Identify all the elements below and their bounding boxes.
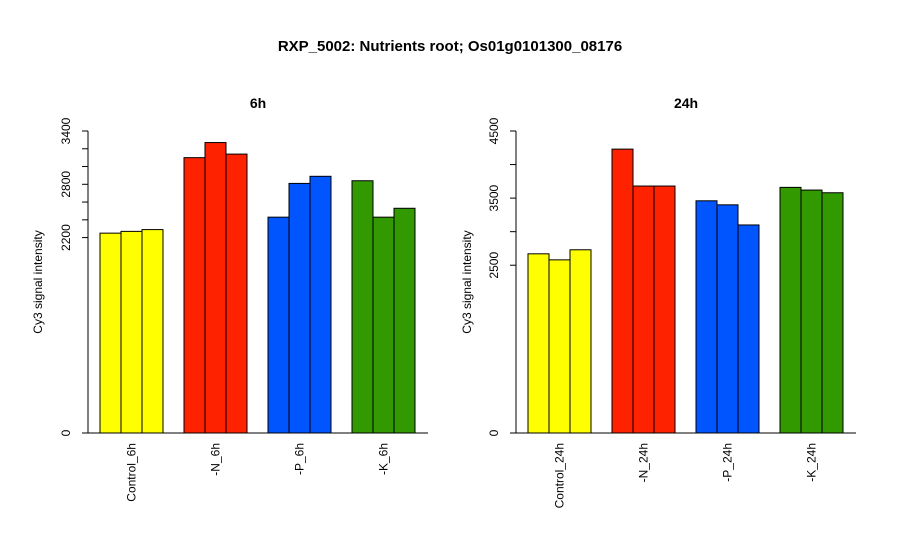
bar-0-2-1 [288,182,311,434]
x-category-label-0-2: -P_6h [293,443,307,475]
bar-0-3-0 [351,180,374,434]
bar-0-0-2 [141,229,164,434]
y-tick-label-0-1: 2200 [59,224,73,251]
bar-0-1-1 [204,142,227,434]
bar-0-1-2 [225,153,248,434]
x-category-label-0-3: -K_6h [377,443,391,475]
bar-1-2-0 [695,200,718,434]
x-category-label-1-1: -N_24h [637,443,651,482]
bar-1-1-1 [632,185,655,434]
x-category-label-1-2: -P_24h [721,443,735,482]
y-tick-label-0-2: 2800 [59,171,73,198]
bar-1-3-1 [800,189,823,434]
bar-1-0-0 [527,253,550,434]
bar-1-1-2 [653,185,676,434]
bar-0-3-1 [372,216,395,434]
y-axis-label-1: Cy3 signal intensity [460,230,474,333]
bar-0-0-1 [120,230,143,434]
panel-title-0: 6h [250,95,266,111]
y-tick-label-1-3: 4500 [487,117,501,144]
bar-0-2-2 [309,175,332,434]
x-category-label-0-1: -N_6h [209,443,223,476]
bar-1-2-2 [737,224,760,434]
bar-1-2-1 [716,204,739,434]
x-category-label-1-3: -K_24h [805,443,819,482]
bar-0-2-0 [267,216,290,434]
bar-1-3-2 [821,192,844,434]
chart-main-title: RXP_5002: Nutrients root; Os01g0101300_0… [277,38,623,55]
bar-1-0-2 [569,249,592,434]
bar-1-0-1 [548,259,571,434]
y-tick-label-1-0: 0 [487,429,501,436]
y-axis-label-0: Cy3 signal intensity [31,230,45,333]
bar-1-1-0 [611,148,634,434]
bar-1-3-0 [779,186,802,434]
y-tick-label-1-1: 2500 [487,252,501,279]
x-category-label-0-0: Control_6h [125,443,139,502]
y-tick-label-0-3: 3400 [59,117,73,144]
x-category-label-1-0: Control_24h [553,443,567,508]
y-tick-label-1-2: 3500 [487,184,501,211]
panel-title-1: 24h [674,95,698,111]
bar-0-0-0 [99,232,122,434]
bar-0-1-0 [183,157,206,434]
bar-0-3-2 [393,207,416,434]
y-tick-label-0-0: 0 [59,429,73,436]
